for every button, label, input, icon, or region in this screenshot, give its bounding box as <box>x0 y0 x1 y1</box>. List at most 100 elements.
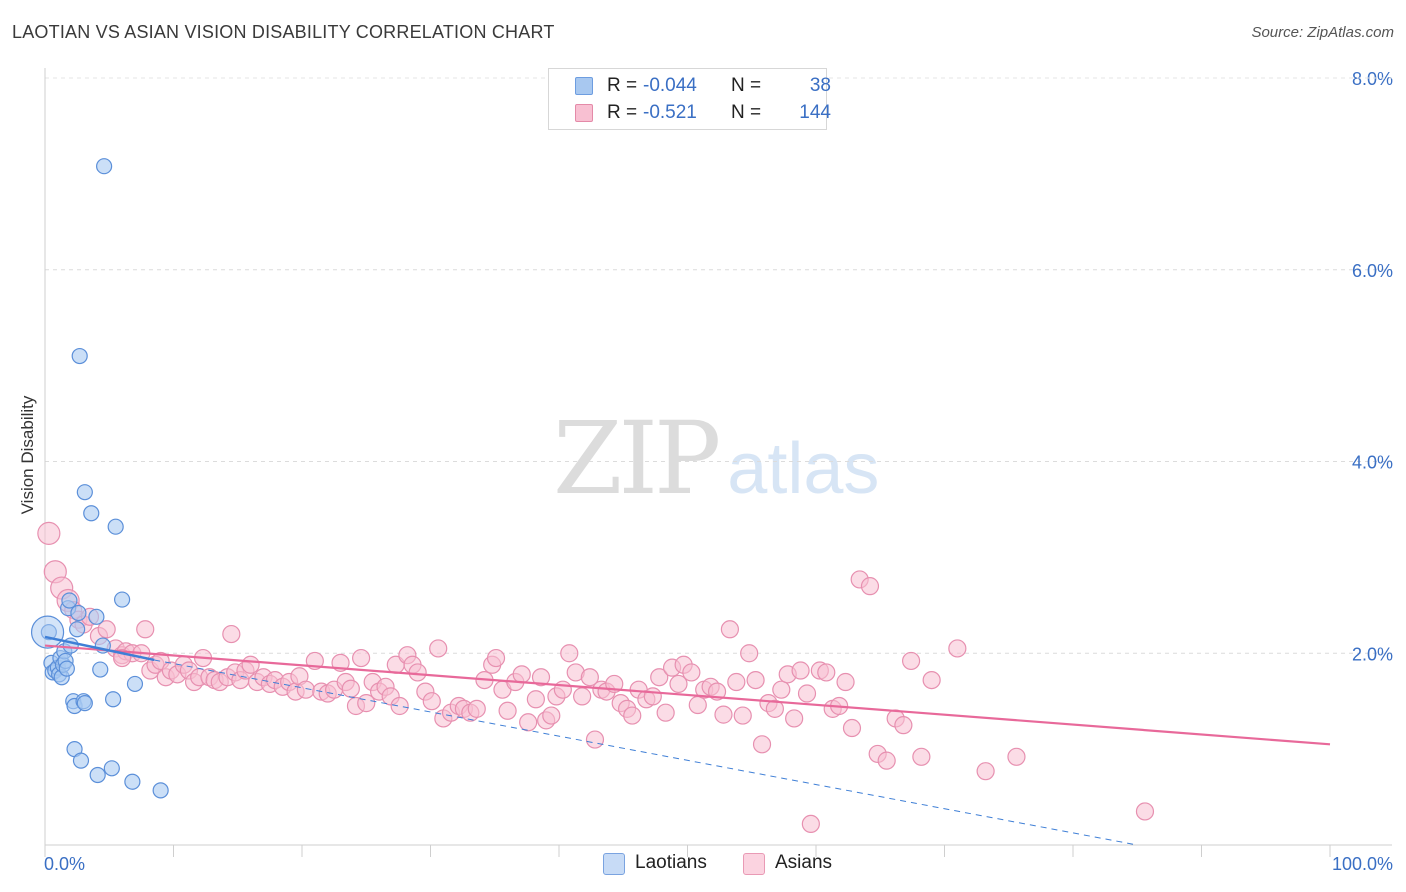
asians-point <box>136 620 155 639</box>
asians-point <box>643 687 662 706</box>
asians-point <box>241 655 260 674</box>
laotians-point <box>88 608 105 625</box>
asians-point <box>976 762 995 781</box>
bottom-legend-label-asians: Asians <box>775 852 833 873</box>
legend-r-label: R = <box>607 102 638 123</box>
asians-point <box>519 713 538 732</box>
asians-point <box>422 692 441 711</box>
asians-point <box>669 674 688 694</box>
asians-point <box>791 661 810 680</box>
laotians-point <box>124 773 141 790</box>
source-label: Source: ZipAtlas.com <box>1251 24 1394 41</box>
asians-point <box>860 577 880 596</box>
asians-point <box>1007 747 1026 766</box>
correlation-legend: R = -0.044 N = 38 R = -0.521 N = 144 <box>548 68 831 130</box>
asians-point <box>912 747 931 766</box>
asians-point <box>341 679 360 698</box>
asians-point <box>498 701 517 720</box>
asians-point <box>948 639 967 658</box>
laotians-point <box>72 752 90 769</box>
asians-point <box>296 680 315 699</box>
asians-point <box>772 680 791 699</box>
y-tick-label: 8.0% <box>1352 69 1393 89</box>
laotians-point <box>105 691 122 708</box>
bottom-legend-swatch-laotians <box>603 853 625 875</box>
asians-point <box>785 709 804 728</box>
asians-point <box>797 684 817 703</box>
laotians-point <box>76 695 93 712</box>
asians-point <box>531 668 551 687</box>
legend-r-value: -0.521 <box>643 102 697 123</box>
laotians-point-large <box>30 615 65 649</box>
legend-n-value: 144 <box>799 102 831 123</box>
bottom-legend-label-laotians: Laotians <box>635 852 707 873</box>
x-tick-label: 100.0% <box>1332 854 1393 874</box>
laotians-trendline-extension <box>154 659 1138 846</box>
asians-point <box>623 706 642 725</box>
asians-point <box>512 665 531 684</box>
laotians-point <box>103 760 120 777</box>
asians-point <box>801 814 820 834</box>
asians-point <box>877 751 896 770</box>
watermark-atlas: atlas <box>727 429 880 509</box>
asians-point <box>733 706 752 725</box>
y-tick-label: 6.0% <box>1352 261 1393 281</box>
asians-point <box>352 648 371 668</box>
asians-point <box>585 730 605 749</box>
laotians-point <box>107 518 124 535</box>
legend-swatch-laotians <box>575 77 593 95</box>
laotians-point <box>71 347 88 365</box>
y-axis-label: Vision Disability <box>18 395 37 515</box>
asians-point <box>894 716 913 735</box>
asians-point <box>682 663 701 682</box>
laotians-trendline <box>44 635 155 662</box>
laotians-point <box>69 621 86 638</box>
asians-point <box>222 624 241 644</box>
asians-point <box>560 644 579 663</box>
asians-point <box>650 668 669 687</box>
legend-n-label: N = <box>731 75 762 96</box>
laotians-point <box>83 505 100 522</box>
asians-point <box>836 672 855 692</box>
legend-r-label: R = <box>607 75 638 96</box>
legend-swatch-asians <box>575 104 593 122</box>
asians-point <box>1135 802 1155 821</box>
laotians-point <box>58 660 75 677</box>
laotians-point <box>76 484 93 501</box>
asians-point <box>408 663 427 682</box>
asians-point <box>390 696 409 716</box>
chart-title: LAOTIAN VS ASIAN VISION DISABILITY CORRE… <box>12 22 555 42</box>
asians-point <box>580 668 599 687</box>
laotians-point <box>152 782 169 799</box>
watermark-zip: ZIP <box>553 400 721 517</box>
legend-n-value: 38 <box>809 75 831 96</box>
asians-point <box>752 735 772 754</box>
asians-point <box>467 699 486 718</box>
laotians-point <box>126 675 144 693</box>
asians-point <box>817 663 836 682</box>
laotians-point <box>92 661 109 678</box>
asians-point <box>656 703 675 722</box>
asians-point <box>688 695 707 715</box>
asians-point <box>720 620 740 639</box>
legend-n-label: N = <box>731 102 762 123</box>
asians-point <box>746 670 765 690</box>
laotians-point <box>61 592 78 609</box>
asians-point <box>901 651 921 671</box>
asians-point <box>727 672 746 692</box>
asians-trendline <box>44 644 1331 746</box>
asians-point <box>765 699 784 718</box>
watermark: ZIP atlas <box>553 400 879 517</box>
asians-point <box>542 706 561 725</box>
x-tick-label: 0.0% <box>44 854 85 874</box>
bottom-legend-swatch-asians <box>743 853 765 875</box>
asians-point <box>842 718 862 738</box>
y-tick-label: 4.0% <box>1352 453 1393 473</box>
asians-point <box>526 690 545 709</box>
asians-point <box>714 705 733 724</box>
asians-point <box>740 644 759 663</box>
asians-point <box>429 639 448 658</box>
laotians-point <box>113 591 131 608</box>
legend-r-value: -0.044 <box>643 75 697 96</box>
